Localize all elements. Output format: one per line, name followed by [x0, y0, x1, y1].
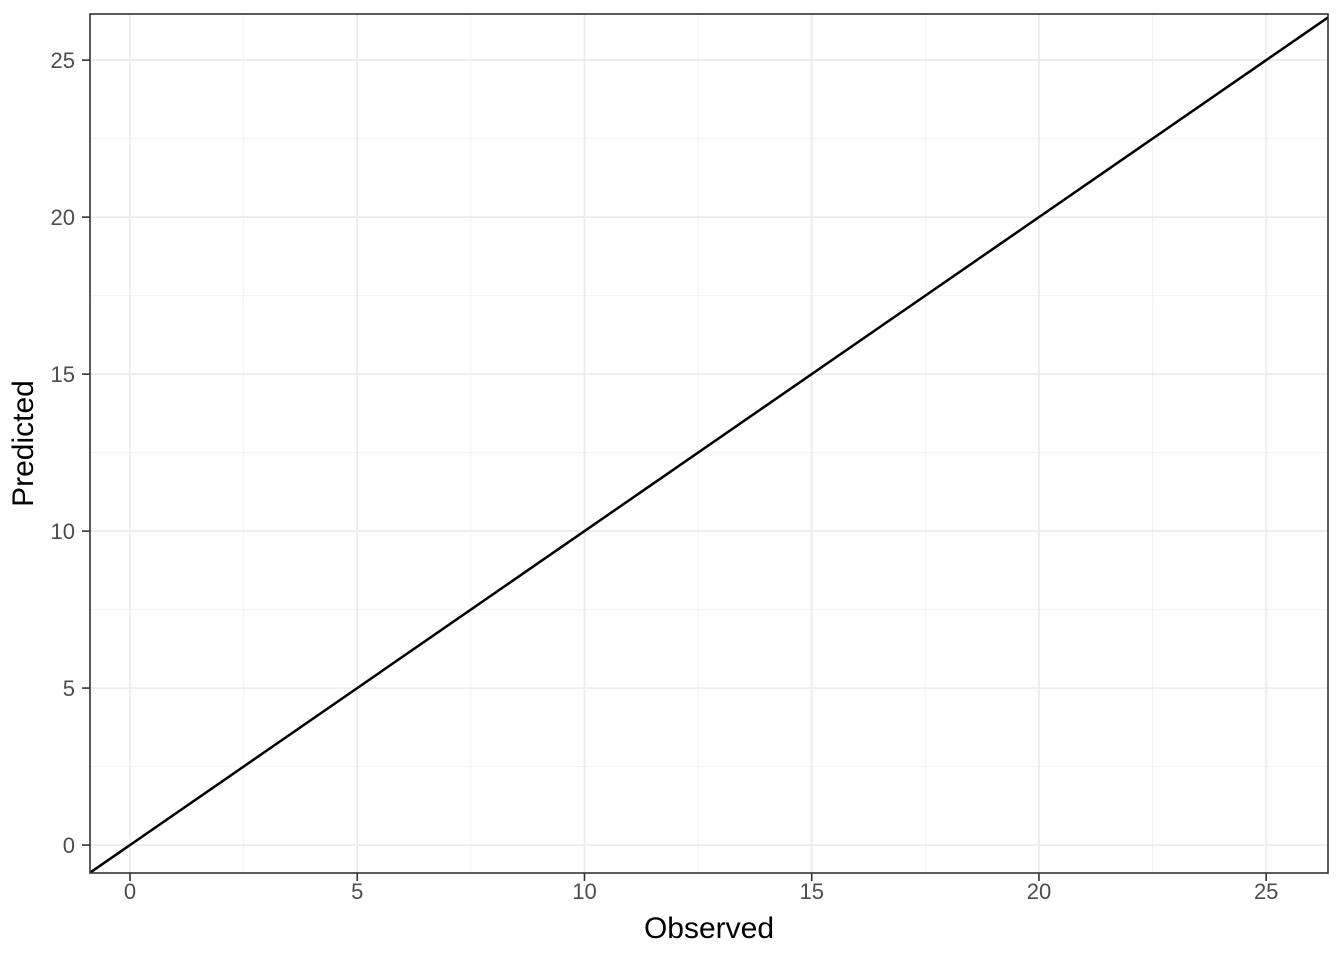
grid-minor-lines: [90, 14, 1328, 873]
x-axis-tick-labels: 0 5 10 15 20 25: [124, 879, 1279, 904]
y-tick-label: 5: [63, 676, 75, 701]
panel-border: [89, 13, 1329, 874]
y-tick-label: 10: [51, 519, 75, 544]
x-tick-label: 25: [1254, 879, 1278, 904]
grid-major-lines: [90, 14, 1328, 873]
data-series: [89, 16, 1329, 874]
y-axis-title: Predicted: [7, 380, 40, 507]
y-axis-tick-labels: 0 5 10 15 20 25: [51, 48, 75, 858]
y-tick-label: 0: [63, 833, 75, 858]
y-axis-ticks: [82, 59, 90, 846]
y-tick-label: 25: [51, 48, 75, 73]
x-tick-label: 5: [351, 879, 363, 904]
x-axis-title: Observed: [644, 912, 774, 945]
x-tick-label: 10: [572, 879, 596, 904]
y-tick-label: 20: [51, 205, 75, 230]
x-tick-label: 15: [799, 879, 823, 904]
y-tick-label: 15: [51, 362, 75, 387]
identity-line: [89, 16, 1329, 874]
x-tick-label: 0: [124, 879, 136, 904]
x-tick-label: 20: [1027, 879, 1051, 904]
x-axis-ticks: [129, 873, 1267, 881]
